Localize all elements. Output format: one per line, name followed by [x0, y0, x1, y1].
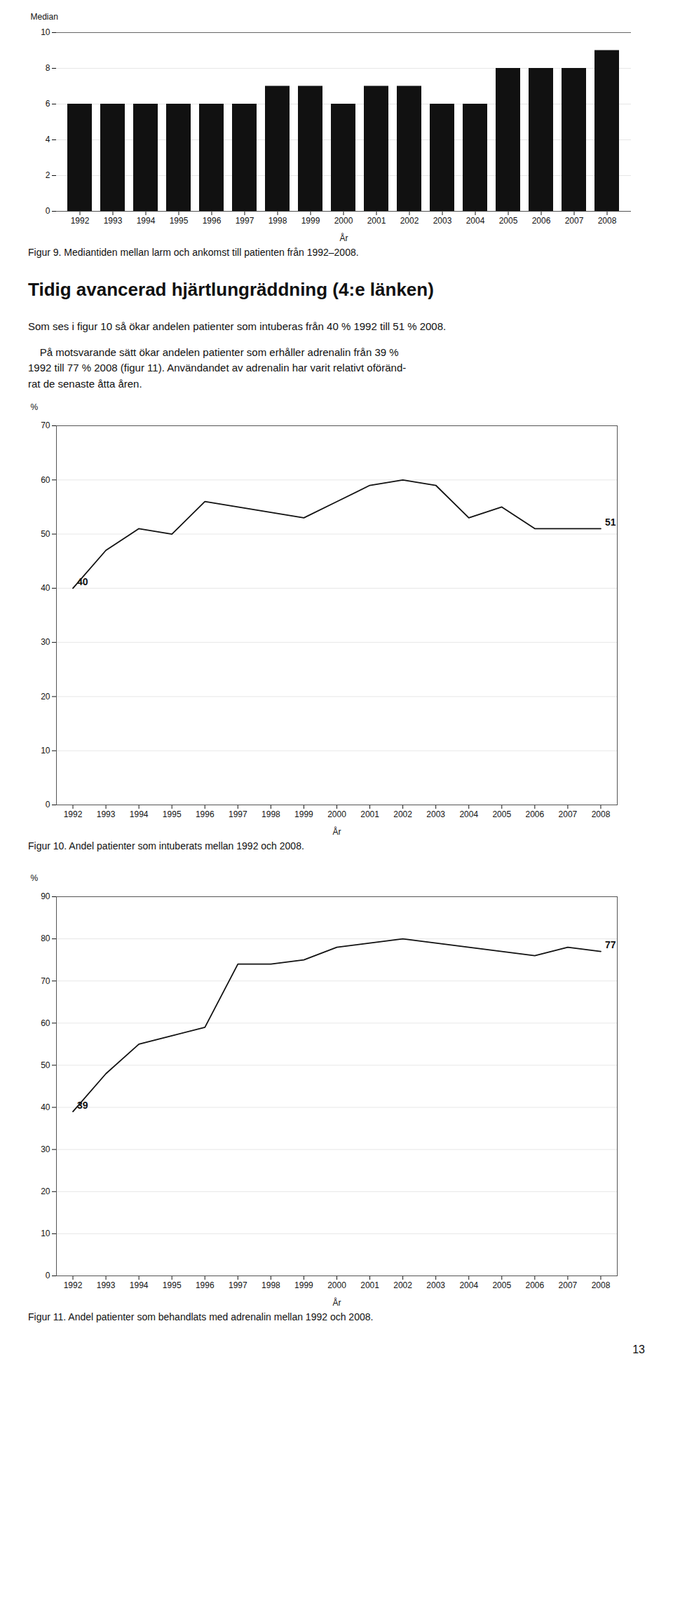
svg-text:20: 20 [40, 1186, 51, 1197]
svg-text:2005: 2005 [499, 215, 519, 226]
svg-text:1993: 1993 [96, 1280, 116, 1291]
svg-text:2000: 2000 [327, 1280, 347, 1291]
svg-text:2003: 2003 [426, 809, 446, 820]
svg-text:1992: 1992 [63, 1280, 83, 1291]
svg-text:%: % [30, 873, 39, 884]
svg-text:1996: 1996 [202, 215, 222, 226]
svg-text:70: 70 [40, 976, 51, 987]
svg-text:30: 30 [40, 1144, 51, 1155]
svg-text:2003: 2003 [426, 1280, 446, 1291]
svg-text:År: År [332, 826, 342, 838]
svg-text:Median: Median [30, 11, 59, 22]
svg-text:1999: 1999 [301, 215, 321, 226]
svg-text:1992: 1992 [70, 215, 90, 226]
svg-text:1997: 1997 [228, 809, 248, 820]
svg-text:1993: 1993 [103, 215, 123, 226]
svg-text:2008: 2008 [597, 215, 617, 226]
svg-text:4: 4 [45, 134, 51, 145]
svg-text:10: 10 [40, 1228, 51, 1239]
svg-text:2002: 2002 [400, 215, 420, 226]
svg-text:10: 10 [40, 27, 51, 38]
svg-text:1996: 1996 [195, 809, 215, 820]
svg-text:2007: 2007 [558, 809, 578, 820]
svg-text:90: 90 [40, 891, 51, 902]
svg-text:%: % [30, 402, 39, 413]
svg-text:6: 6 [45, 98, 51, 109]
svg-text:50: 50 [40, 529, 51, 540]
svg-text:60: 60 [40, 1018, 51, 1029]
html-text:Figur 11. Andel patienter som: Figur 11. Andel patienter som behandlats… [28, 1311, 374, 1323]
svg-text:8: 8 [45, 63, 51, 73]
html-text:13: 13 [632, 1343, 645, 1356]
svg-text:2008: 2008 [591, 1280, 611, 1291]
svg-text:40: 40 [77, 576, 89, 588]
svg-text:60: 60 [40, 475, 51, 486]
svg-text:1995: 1995 [169, 215, 189, 226]
svg-text:2006: 2006 [525, 809, 545, 820]
svg-text:50: 50 [40, 1060, 51, 1071]
svg-text:År: År [340, 232, 349, 244]
svg-text:0: 0 [45, 1270, 51, 1281]
svg-text:2000: 2000 [334, 215, 354, 226]
svg-text:40: 40 [40, 583, 51, 594]
svg-text:39: 39 [77, 1099, 89, 1112]
svg-text:1994: 1994 [129, 1280, 149, 1291]
svg-text:1992: 1992 [63, 809, 83, 820]
svg-text:1999: 1999 [294, 809, 314, 820]
svg-text:2003: 2003 [433, 215, 453, 226]
svg-text:2005: 2005 [492, 1280, 512, 1291]
svg-text:1997: 1997 [228, 1280, 248, 1291]
svg-text:År: År [332, 1297, 342, 1309]
html-text:På motsvarande sätt ökar andel: På motsvarande sätt ökar andelen patient… [28, 345, 407, 390]
svg-text:2000: 2000 [327, 809, 347, 820]
svg-text:51: 51 [604, 516, 617, 528]
svg-text:2006: 2006 [525, 1280, 545, 1291]
svg-text:1997: 1997 [235, 215, 255, 226]
svg-text:2004: 2004 [466, 215, 486, 226]
svg-text:2001: 2001 [367, 215, 387, 226]
svg-text:1994: 1994 [129, 809, 149, 820]
html-text:Figur 9. Mediantiden mellan la: Figur 9. Mediantiden mellan larm och ank… [28, 246, 359, 258]
svg-text:77: 77 [604, 939, 617, 951]
html-text:Tidig avancerad hjärtlungräddn: Tidig avancerad hjärtlungräddning (4:e l… [28, 279, 434, 301]
svg-text:20: 20 [40, 691, 51, 702]
svg-text:2005: 2005 [492, 809, 512, 820]
svg-text:2006: 2006 [532, 215, 552, 226]
svg-text:1995: 1995 [162, 1280, 182, 1291]
svg-text:10: 10 [40, 745, 51, 756]
svg-text:1998: 1998 [268, 215, 288, 226]
svg-text:1994: 1994 [136, 215, 156, 226]
svg-text:1999: 1999 [294, 1280, 314, 1291]
svg-text:2007: 2007 [558, 1280, 578, 1291]
svg-text:2002: 2002 [393, 1280, 413, 1291]
svg-text:0: 0 [45, 206, 51, 216]
svg-text:1995: 1995 [162, 809, 182, 820]
svg-text:1998: 1998 [261, 1280, 281, 1291]
svg-text:2: 2 [45, 170, 51, 181]
svg-text:1996: 1996 [195, 1280, 215, 1291]
svg-text:2001: 2001 [360, 1280, 380, 1291]
html-text:Som ses i figur 10 så ökar and: Som ses i figur 10 så ökar andelen patie… [28, 320, 447, 333]
svg-text:1993: 1993 [96, 809, 116, 820]
svg-text:2008: 2008 [591, 809, 611, 820]
svg-text:30: 30 [40, 637, 51, 648]
svg-text:2007: 2007 [565, 215, 584, 226]
svg-text:2002: 2002 [393, 809, 413, 820]
svg-text:2004: 2004 [459, 1280, 479, 1291]
svg-text:2001: 2001 [360, 809, 380, 820]
svg-text:2004: 2004 [459, 809, 479, 820]
html-text:Figur 10. Andel patienter som: Figur 10. Andel patienter som intuberats… [28, 840, 305, 852]
svg-text:80: 80 [40, 933, 51, 944]
svg-text:1998: 1998 [261, 809, 281, 820]
svg-text:40: 40 [40, 1102, 51, 1113]
svg-text:70: 70 [40, 420, 51, 431]
svg-text:0: 0 [45, 799, 51, 810]
